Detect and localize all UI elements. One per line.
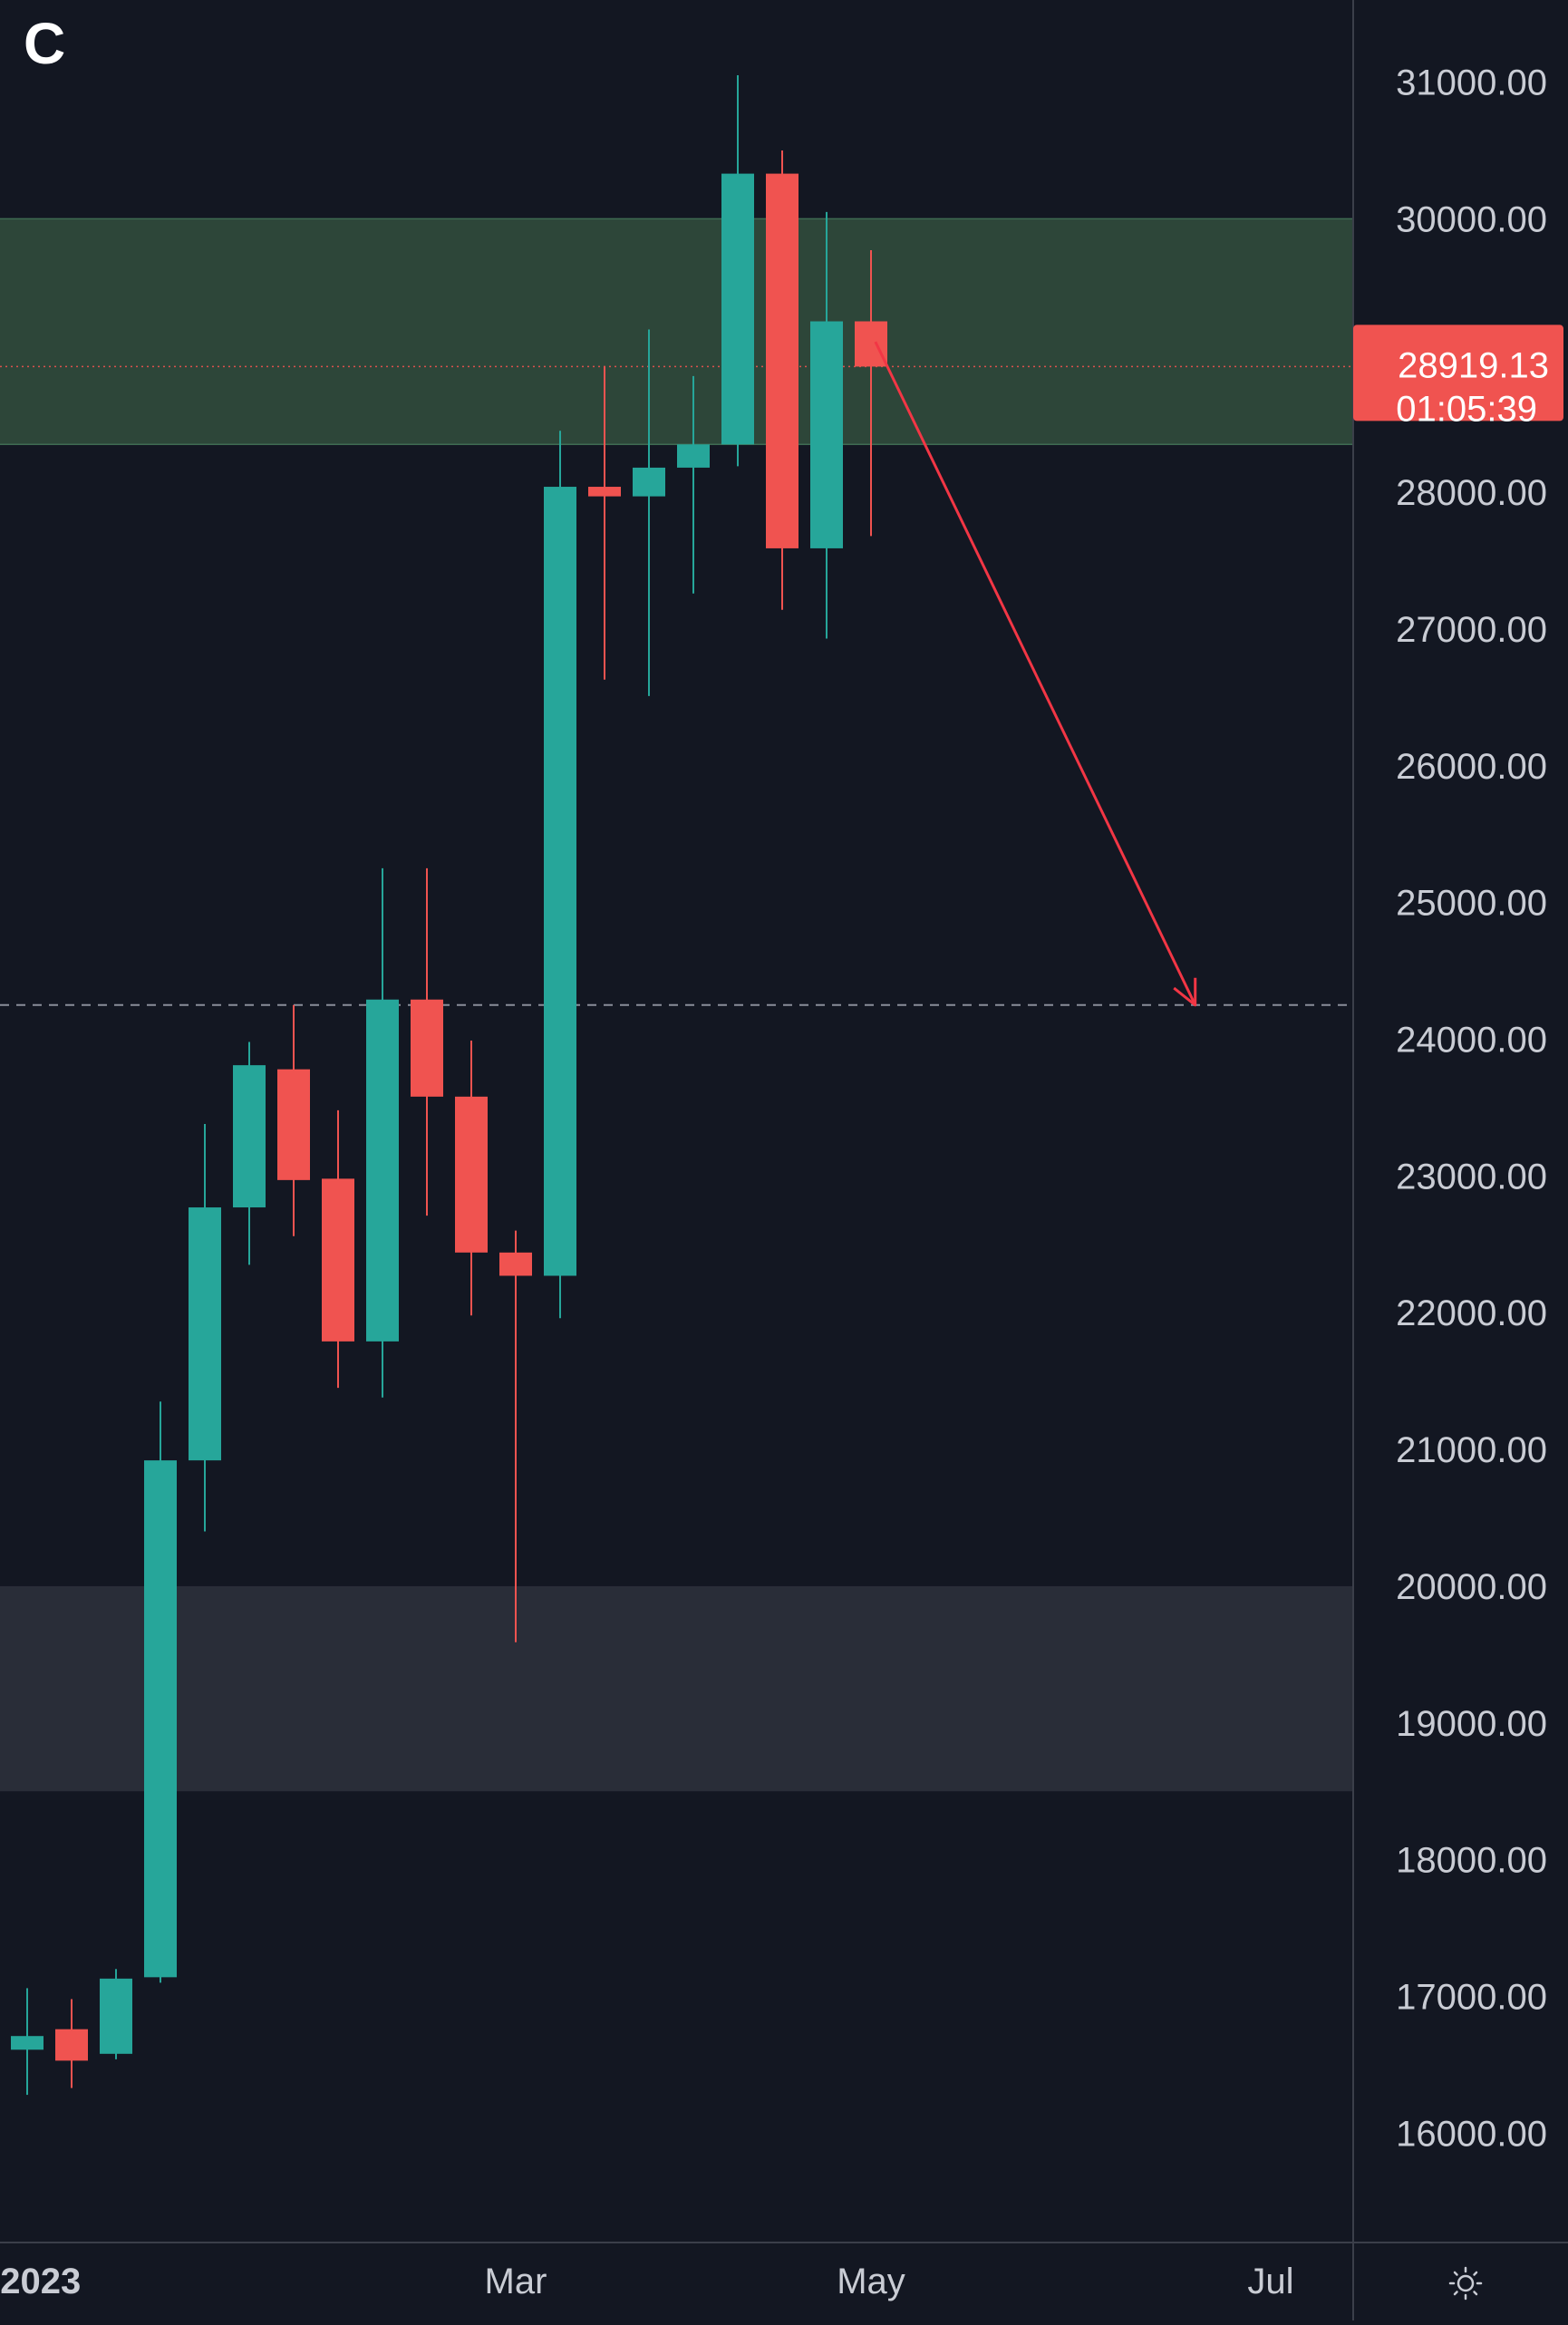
price-tick-label: 22000.00 xyxy=(1396,1293,1547,1333)
candle[interactable] xyxy=(677,375,710,594)
candle[interactable] xyxy=(721,74,754,467)
price-tick-label: 20000.00 xyxy=(1396,1567,1547,1607)
candle-body xyxy=(100,1978,132,2054)
bar-countdown: 01:05:39 xyxy=(1396,389,1537,429)
candle[interactable] xyxy=(189,1124,221,1532)
logo[interactable]: C xyxy=(24,11,65,76)
candle[interactable] xyxy=(144,1401,177,1983)
candle-body xyxy=(322,1178,354,1342)
candle[interactable] xyxy=(55,1999,88,2088)
candle[interactable] xyxy=(455,1040,488,1316)
candle[interactable] xyxy=(322,1109,354,1389)
price-tick-label: 24000.00 xyxy=(1396,1020,1547,1060)
price-tick-label: 19000.00 xyxy=(1396,1704,1547,1744)
candle-body xyxy=(810,321,843,548)
sun-gear-icon-rays xyxy=(1448,2266,1483,2301)
candle[interactable] xyxy=(544,431,576,1319)
candle-body xyxy=(277,1069,310,1180)
price-tick-label: 25000.00 xyxy=(1396,884,1547,924)
price-tick-label: 16000.00 xyxy=(1396,2114,1547,2154)
price-tick-label: 18000.00 xyxy=(1396,1841,1547,1881)
price-tick-label: 21000.00 xyxy=(1396,1430,1547,1470)
candle[interactable] xyxy=(11,1988,44,2096)
resistance-zone xyxy=(0,218,1353,445)
candle[interactable] xyxy=(100,1969,132,2059)
price-tick-label: 31000.00 xyxy=(1396,63,1547,103)
candle[interactable] xyxy=(766,150,799,610)
logo-letter: C xyxy=(24,11,65,76)
projection-arrow[interactable] xyxy=(874,341,1197,1007)
price-tick-label: 23000.00 xyxy=(1396,1157,1547,1196)
candles-layer xyxy=(11,74,887,2096)
candle-body xyxy=(55,2029,88,2061)
time-tick-label: Mar xyxy=(485,2262,547,2301)
price-tick-label: 26000.00 xyxy=(1396,747,1547,787)
candle-body xyxy=(855,321,887,367)
candle[interactable] xyxy=(588,366,621,680)
arrow-head xyxy=(1173,977,1197,1007)
candle-body xyxy=(144,1460,177,1978)
price-tick-label: 30000.00 xyxy=(1396,199,1547,239)
candle-body xyxy=(766,173,799,548)
lines-layer xyxy=(0,365,1353,1006)
last-price-value: 28919.13 xyxy=(1398,345,1549,385)
price-tick-label: 27000.00 xyxy=(1396,610,1547,650)
last-price-badge-bg xyxy=(1353,325,1563,421)
arrow-shaft xyxy=(874,341,1197,1006)
zones-layer xyxy=(0,218,1353,1792)
candle[interactable] xyxy=(277,1004,310,1236)
candle-body xyxy=(411,999,443,1097)
candle[interactable] xyxy=(633,329,665,696)
candle[interactable] xyxy=(810,211,843,639)
candle-body xyxy=(189,1207,221,1461)
candle-body xyxy=(366,999,399,1342)
candle-body xyxy=(11,2036,44,2050)
candle-body xyxy=(588,487,621,497)
sun-gear-icon xyxy=(1457,2274,1475,2292)
candle[interactable] xyxy=(233,1041,266,1265)
time-tick-label: May xyxy=(837,2262,905,2301)
time-tick-label: 2023 xyxy=(0,2262,81,2301)
candle-body xyxy=(633,467,665,497)
candle-body xyxy=(455,1096,488,1253)
candle-body xyxy=(233,1065,266,1208)
annotations-layer xyxy=(874,341,1197,1007)
support-zone xyxy=(0,1585,1353,1792)
candle-body xyxy=(499,1252,532,1276)
candle[interactable] xyxy=(855,250,887,537)
time-tick-label: Jul xyxy=(1247,2262,1293,2301)
candle-body xyxy=(677,444,710,468)
candle-body xyxy=(721,173,754,445)
settings-icon[interactable] xyxy=(1448,2266,1483,2301)
candle[interactable] xyxy=(411,867,443,1216)
candle-body xyxy=(544,487,576,1276)
candle[interactable] xyxy=(366,867,399,1398)
price-tick-label: 28000.00 xyxy=(1396,473,1547,513)
candle[interactable] xyxy=(499,1230,532,1642)
price-tick-label: 17000.00 xyxy=(1396,1977,1547,2017)
